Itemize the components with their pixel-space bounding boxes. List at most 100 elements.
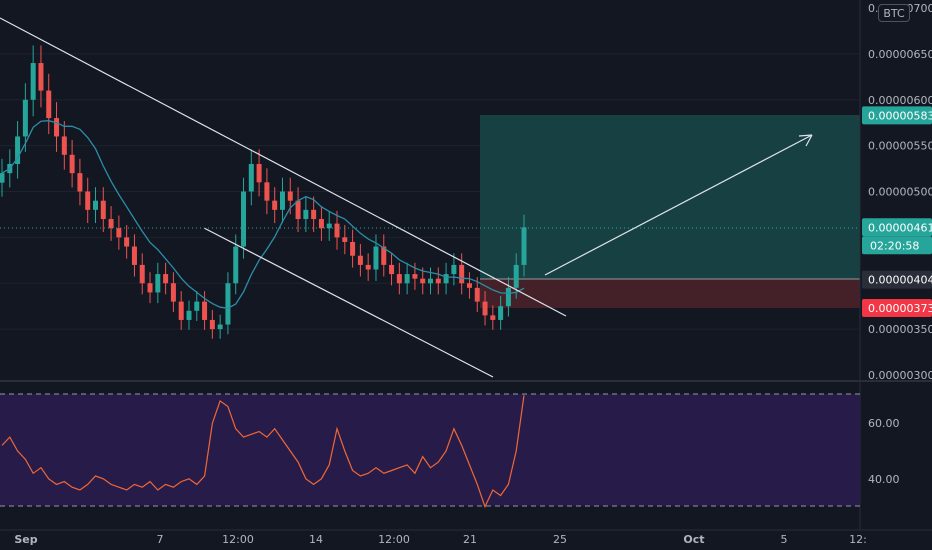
candle-body <box>178 301 184 320</box>
candle-body <box>272 200 278 210</box>
rsi-axis[interactable]: 60.00 40.00 <box>868 417 900 486</box>
candle-body <box>77 173 83 192</box>
price-tag-label: 0.00000461 <box>868 221 932 234</box>
candlesticks <box>0 45 527 339</box>
time-tick-label: 12: <box>849 533 867 546</box>
candle-body <box>521 227 527 265</box>
candle-body <box>365 264 371 270</box>
countdown-tag <box>862 236 932 255</box>
candle-body <box>435 278 441 284</box>
candle-body <box>108 219 114 229</box>
channel-upper-line[interactable] <box>0 17 567 317</box>
price-tag-label: 0.00000583 <box>868 109 932 122</box>
candle-body <box>30 63 36 100</box>
price-tick-label: 0.00000350 <box>868 323 932 336</box>
candle-body <box>139 264 145 284</box>
price-tag-last <box>862 218 932 237</box>
candle-body <box>61 136 67 155</box>
candle-body <box>482 301 488 316</box>
stop-zone[interactable] <box>480 279 860 308</box>
time-tick-label: 21 <box>463 533 477 546</box>
candle-body <box>116 228 122 238</box>
rsi-line <box>1 395 525 509</box>
channel-lower-line[interactable] <box>203 227 494 378</box>
price-tick-label: 0.00000550 <box>868 140 932 153</box>
candle-body <box>334 223 340 238</box>
candle-body <box>170 283 176 302</box>
candle-body <box>147 283 153 293</box>
candle-body <box>350 241 356 256</box>
candle-body <box>233 246 239 284</box>
candle-body <box>279 191 285 210</box>
candle-body <box>85 191 91 210</box>
candle-body <box>15 136 21 164</box>
time-tick-label: Sep <box>14 533 37 546</box>
candle-body <box>186 310 192 320</box>
moving-average-line <box>1 120 525 309</box>
candle-body <box>54 118 60 137</box>
candle-body <box>443 274 449 284</box>
candle-body <box>241 191 247 247</box>
candle-body <box>412 274 418 279</box>
candle-body <box>256 163 262 183</box>
time-axis[interactable]: Sep 7 12:00 14 12:00 21 25 Oct 5 12: <box>14 533 866 546</box>
rsi-tick-label: 40.00 <box>868 473 900 486</box>
price-tick-label: 0.00000600 <box>868 94 932 107</box>
candle-body <box>342 237 348 242</box>
time-tick-label: 5 <box>781 533 788 546</box>
price-tick-label: 0.00000500 <box>868 186 932 199</box>
candle-body <box>505 287 511 307</box>
candle-body <box>381 246 387 265</box>
candle-body <box>357 255 363 265</box>
candle-body <box>513 264 519 288</box>
candle-body <box>451 264 457 275</box>
price-tags: 0.00000583 0.00000461 02:20:58 0.00000404 0.… <box>862 106 932 318</box>
candle-body <box>318 219 324 229</box>
price-axis[interactable]: 0.000007000.000006500.000006000.00000550… <box>868 2 932 382</box>
candle-body <box>163 274 169 284</box>
rsi-tick-label: 60.00 <box>868 417 900 430</box>
candle-body <box>225 283 231 325</box>
target-zone[interactable] <box>480 115 860 279</box>
candle-body <box>428 278 434 284</box>
candle-body <box>22 99 28 137</box>
candle-body <box>248 163 254 192</box>
currency-button[interactable]: BTC <box>878 4 910 22</box>
price-tick-label: 0.00000650 <box>868 48 932 61</box>
price-tag-target <box>862 106 932 125</box>
price-tag-entry <box>862 270 932 289</box>
candle-body <box>202 301 208 320</box>
candle-body <box>404 274 410 284</box>
time-tick-label: Oct <box>683 533 704 546</box>
price-tick-label: 0.00000300 <box>868 369 932 382</box>
candle-body <box>459 264 465 284</box>
candle-body <box>69 154 75 174</box>
projection-arrow[interactable] <box>544 134 813 276</box>
candle-body <box>264 182 270 201</box>
candle-body <box>131 246 137 265</box>
candle-body <box>373 246 379 270</box>
time-tick-label: 7 <box>157 533 164 546</box>
candle-body <box>490 315 496 320</box>
candle-body <box>466 283 472 288</box>
candle-body <box>46 90 52 119</box>
candle-body <box>303 209 309 220</box>
candle-body <box>124 237 130 247</box>
candle-body <box>155 274 161 293</box>
candle-body <box>420 278 426 284</box>
rsi-band <box>0 394 860 506</box>
candle-body <box>209 319 215 330</box>
candle-body <box>38 63 44 91</box>
price-tag-stop <box>862 299 932 318</box>
candle-body <box>0 173 5 183</box>
countdown-label: 02:20:58 <box>870 239 919 252</box>
time-tick-label: 12:00 <box>378 533 410 546</box>
candle-body <box>311 209 317 220</box>
candle-body <box>326 223 332 229</box>
time-tick-label: 12:00 <box>222 533 254 546</box>
arrow-head-icon <box>798 134 813 147</box>
time-tick-label: 25 <box>553 533 567 546</box>
candle-body <box>92 200 98 210</box>
candle-body <box>474 287 480 302</box>
